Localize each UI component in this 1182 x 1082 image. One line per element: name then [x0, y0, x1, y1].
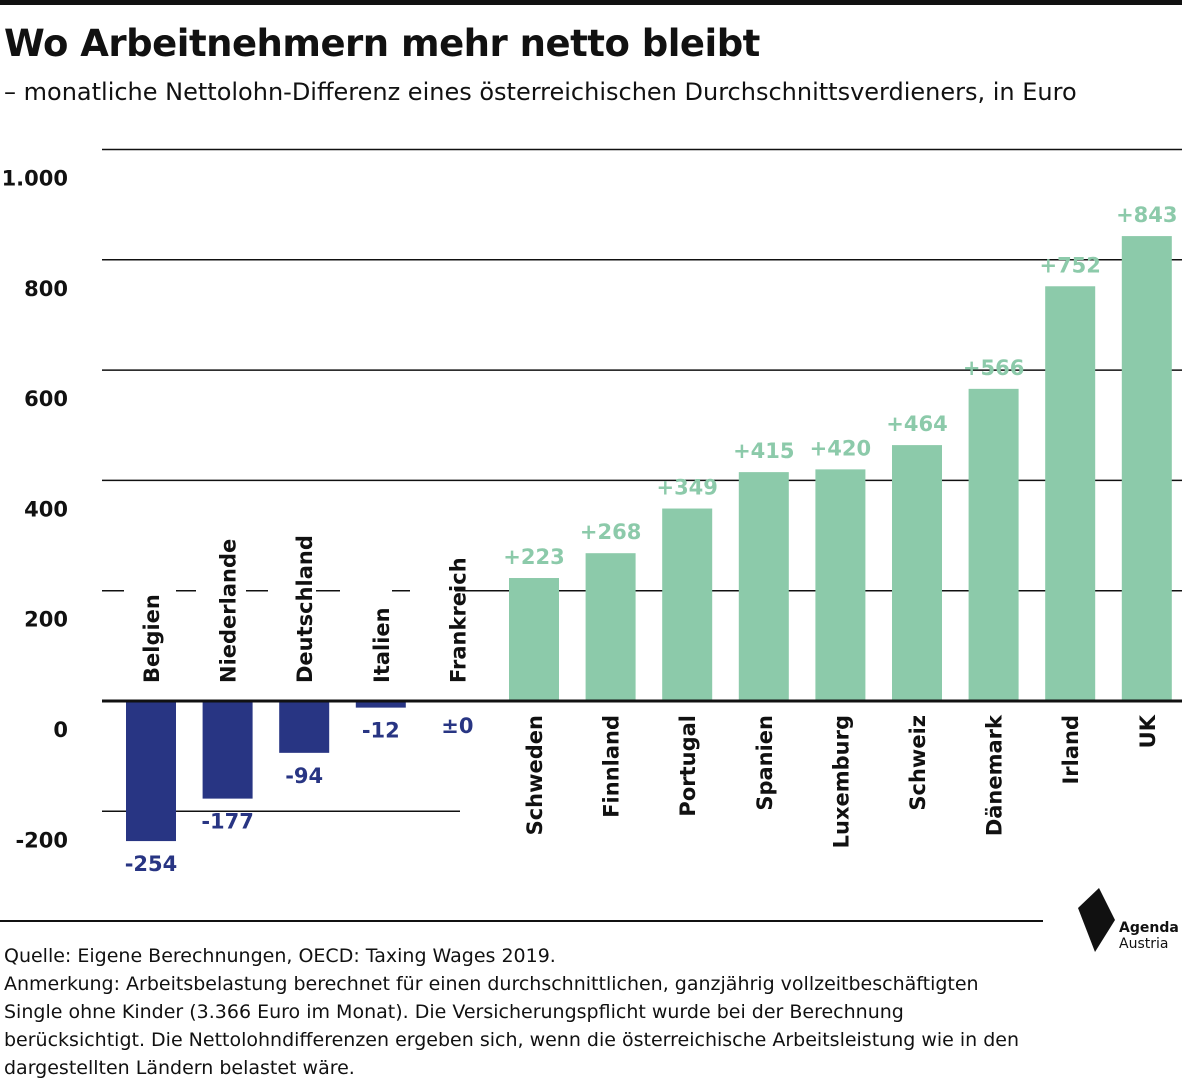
category-label: Portugal [676, 715, 700, 817]
chart-title: Wo Arbeitnehmern mehr netto bleibt [4, 22, 760, 65]
y-tick-label: 600 [24, 387, 68, 411]
bar [1045, 286, 1096, 701]
bar [1121, 236, 1172, 701]
value-label: -177 [201, 810, 254, 834]
value-label: +464 [886, 412, 947, 436]
bar [355, 701, 406, 708]
logo-line-1: Agenda [1119, 920, 1179, 936]
value-label: -254 [125, 852, 178, 876]
value-label: -94 [285, 764, 323, 788]
chart-subtitle: – monatliche Nettolohn-Differenz eines ö… [4, 78, 1077, 106]
source-line: Quelle: Eigene Berechnungen, OECD: Taxin… [4, 945, 556, 967]
category-label: Irland [1059, 715, 1083, 785]
value-label: +566 [963, 356, 1024, 380]
category-label: Schweiz [906, 715, 930, 811]
category-label: Finnland [600, 715, 624, 818]
bar [892, 445, 942, 701]
logo-wordmark: Agenda Austria [1119, 920, 1179, 952]
value-label: +223 [503, 545, 564, 569]
y-tick-label: 0 [53, 718, 68, 742]
bar [738, 472, 789, 701]
bar [815, 469, 866, 701]
source-notes: Quelle: Eigene Berechnungen, OECD: Taxin… [4, 942, 1034, 1082]
category-label: Italien [370, 607, 394, 683]
bar [126, 701, 176, 842]
y-tick-label: 1.000 [2, 167, 68, 191]
logo-mark-icon [1078, 888, 1115, 952]
category-label: Deutschland [293, 535, 317, 683]
bar-chart: 1.000 800 600 400 200 0 -200 -254 Belgien -177 Nie… [2, 148, 1182, 876]
category-label: Spanien [753, 715, 777, 811]
bar [279, 701, 330, 753]
category-label: Dänemark [983, 714, 1007, 836]
y-tick-label: 200 [24, 608, 68, 632]
category-label: Frankreich [446, 557, 470, 683]
y-tick-label: 400 [24, 497, 68, 521]
y-tick-label: -200 [15, 828, 68, 852]
category-label: Niederlande [217, 539, 241, 683]
value-label: +752 [1039, 253, 1100, 277]
bar [585, 553, 636, 701]
value-label: +420 [810, 436, 871, 460]
category-label: Schweden [523, 715, 547, 835]
value-label: +843 [1116, 203, 1177, 227]
bottom-rule [0, 920, 1043, 922]
bar [968, 388, 1019, 701]
category-label: Luxemburg [829, 715, 853, 848]
value-label: +349 [656, 476, 717, 500]
value-label: +268 [580, 520, 641, 544]
logo-line-2: Austria [1119, 936, 1169, 952]
value-label: +415 [733, 439, 794, 463]
y-tick-label: 800 [24, 277, 68, 301]
agenda-austria-logo: Agenda Austria [1075, 886, 1182, 958]
bar [662, 508, 713, 701]
top-rule [0, 0, 1182, 5]
note-text: Anmerkung: Arbeitsbelastung berechnet fü… [4, 973, 1020, 1079]
value-label: -12 [362, 719, 400, 743]
value-label: ±0 [441, 714, 473, 738]
bar [202, 701, 253, 799]
category-label: Belgien [140, 594, 164, 683]
category-label: UK [1136, 714, 1160, 748]
bar [509, 578, 559, 701]
